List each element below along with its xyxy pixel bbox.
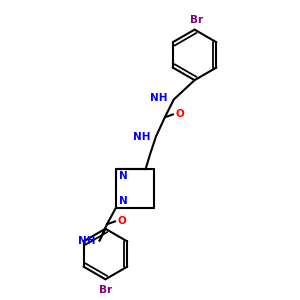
Text: Br: Br [99, 285, 112, 295]
Text: NH: NH [77, 236, 95, 246]
Text: N: N [119, 196, 128, 206]
Text: NH: NH [133, 132, 151, 142]
Text: Br: Br [190, 15, 202, 25]
Text: N: N [119, 171, 128, 181]
Text: NH: NH [150, 93, 167, 103]
Text: O: O [175, 109, 184, 119]
Text: O: O [117, 216, 126, 226]
